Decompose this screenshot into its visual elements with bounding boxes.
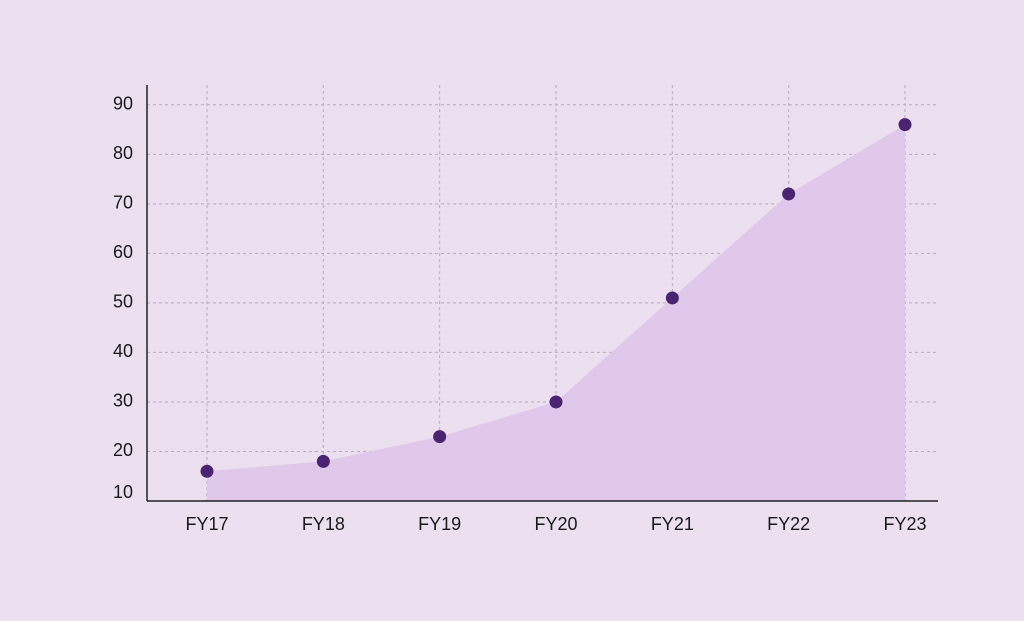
data-point [316,454,330,468]
data-point [782,187,796,201]
y-tick-label: 50 [113,292,133,312]
x-tick-label: FY22 [767,514,810,534]
data-point [200,464,214,478]
data-point [549,395,563,409]
y-tick-label: 70 [113,193,133,213]
y-tick-label: 10 [113,482,133,502]
x-tick-label: FY20 [534,514,577,534]
y-tick-label: 40 [113,341,133,361]
x-tick-label: FY18 [302,514,345,534]
area [207,124,905,501]
x-tick-label: FY19 [418,514,461,534]
data-point [898,118,912,132]
y-tick-label: 90 [113,94,133,114]
y-tick-label: 20 [113,440,133,460]
data-point [433,430,447,444]
y-tick-label: 30 [113,391,133,411]
x-tick-label: FY17 [185,514,228,534]
x-tick-label: FY23 [883,514,926,534]
y-tick-label: 60 [113,242,133,262]
x-tick-label: FY21 [651,514,694,534]
data-point [665,291,679,305]
y-tick-label: 80 [113,143,133,163]
